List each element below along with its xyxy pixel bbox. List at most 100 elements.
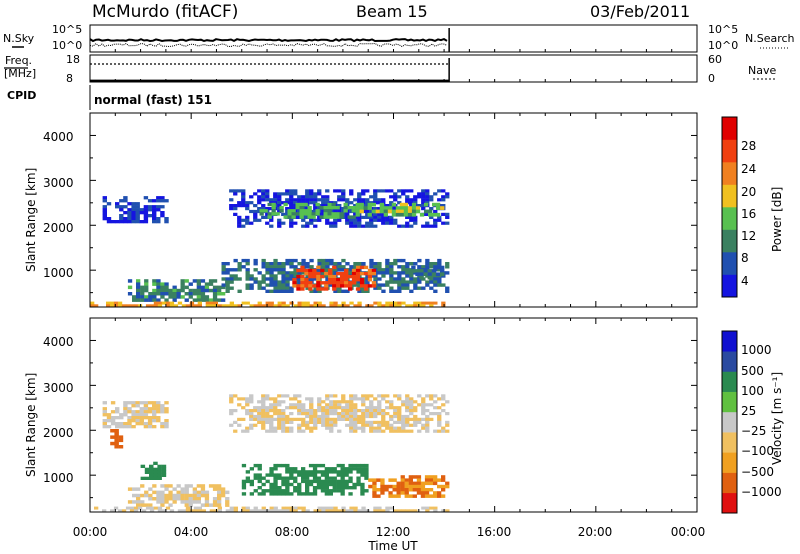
power-cell-7 — [431, 269, 437, 273]
power-cell-1 — [289, 221, 294, 225]
power-cell-5 — [341, 289, 346, 293]
power-cell-6 — [371, 268, 377, 273]
velocity-cell-1 — [369, 412, 374, 416]
velocity-cell-0 — [143, 425, 149, 429]
velocity-cell-1 — [313, 412, 318, 416]
power-cell-8 — [357, 301, 362, 305]
power-cell-1 — [421, 207, 426, 211]
power-cell-5 — [425, 258, 430, 263]
velocity-cell-1 — [241, 397, 246, 401]
velocity-cell-3 — [212, 503, 218, 507]
power-cell-4 — [152, 292, 157, 296]
power-cell-5 — [249, 277, 254, 281]
velocity-cell-6 — [445, 484, 450, 489]
velocity-cell-3 — [217, 503, 222, 507]
power-cell-8 — [297, 304, 302, 308]
power-cell-4 — [127, 279, 133, 283]
velocity-cell-0 — [152, 419, 157, 423]
power-cell-1 — [321, 209, 326, 214]
power-cell-1 — [405, 221, 410, 225]
velocity-cell-5 — [293, 470, 298, 474]
velocity-cell-3 — [136, 497, 141, 501]
velocity-cell-1 — [373, 412, 378, 416]
velocity-cell-1 — [385, 400, 390, 404]
velocity-cell-1 — [253, 406, 258, 410]
power-cell-8 — [397, 301, 402, 305]
power-cell-1 — [253, 209, 258, 214]
power-cell-1 — [441, 198, 446, 202]
power-cell-4 — [144, 285, 149, 290]
velocity-cell-3 — [140, 503, 145, 507]
velocity-cell-4 — [140, 476, 146, 480]
power-colorbar-swatch — [722, 162, 737, 185]
velocity-cell-7 — [261, 509, 266, 513]
velocity-cell-5 — [308, 479, 314, 484]
power-cell-2 — [323, 206, 328, 210]
velocity-cell-7 — [401, 509, 406, 513]
velocity-cell-6 — [412, 475, 417, 479]
power-cell-5 — [269, 280, 274, 284]
velocity-cell-5 — [336, 470, 341, 474]
velocity-cell-1 — [289, 406, 294, 410]
velocity-cell-1 — [441, 426, 446, 430]
power-cell-6 — [332, 274, 337, 279]
power-cell-1 — [417, 192, 422, 196]
velocity-cell-7 — [153, 506, 159, 510]
velocity-cell-7 — [249, 509, 254, 513]
power-cell-1 — [405, 189, 410, 193]
power-cell-7 — [440, 272, 445, 277]
power-cell-2 — [295, 202, 300, 207]
velocity-cell-7 — [293, 509, 298, 513]
velocity-cell-0 — [135, 413, 140, 417]
power-cell-1 — [369, 209, 374, 214]
power-cell-1 — [277, 218, 282, 222]
power-cell-5 — [281, 268, 286, 272]
power-cell-1 — [377, 189, 382, 193]
velocity-cell-5 — [352, 486, 357, 490]
velocity-cell-3 — [184, 490, 189, 495]
power-cell-0 — [127, 220, 132, 224]
power-cell-1 — [445, 215, 450, 219]
velocity-cell-5 — [265, 473, 270, 477]
velocity-cell-6 — [445, 481, 450, 486]
velocity-cell-3 — [200, 493, 206, 498]
velocity-cell-3 — [184, 484, 189, 488]
power-cell-0 — [106, 202, 112, 206]
power-cell-1 — [289, 218, 294, 222]
power-cell-6 — [300, 278, 305, 282]
power-cell-5 — [409, 274, 414, 278]
velocity-cell-1 — [365, 412, 370, 416]
power-cell-1 — [313, 218, 318, 222]
power-cell-5 — [285, 289, 290, 293]
velocity-cell-5 — [352, 482, 357, 487]
power-cell-6 — [292, 284, 297, 288]
power-cell-5 — [233, 277, 238, 281]
power-cell-5 — [397, 277, 402, 281]
power-cell-5 — [417, 286, 422, 290]
power-cell-3 — [403, 206, 409, 210]
velocity-cell-1 — [341, 414, 346, 419]
velocity-cell-5 — [308, 473, 314, 477]
velocity-cell-3 — [188, 493, 193, 498]
velocity-cell-1 — [249, 394, 254, 398]
power-cell-3 — [379, 202, 384, 207]
cpid-value: normal (fast) 151 — [94, 93, 212, 107]
velocity-cell-1 — [297, 400, 302, 404]
velocity-cell-1 — [389, 426, 394, 430]
power-cell-4 — [160, 285, 165, 290]
power-cell-5 — [309, 265, 314, 269]
velocity-cell-7 — [217, 509, 222, 513]
power-cell-8 — [185, 304, 191, 308]
velocity-cell-1 — [277, 414, 282, 419]
power-cell-5 — [321, 258, 326, 263]
velocity-cell-1 — [377, 403, 382, 407]
velocity-cell-1 — [349, 403, 354, 407]
velocity-cell-5 — [249, 492, 254, 496]
power-cell-0 — [131, 208, 136, 212]
velocity-cell-1 — [421, 423, 426, 427]
power-cell-5 — [429, 265, 434, 269]
power-cell-2 — [259, 209, 264, 213]
power-cell-1 — [241, 192, 246, 196]
velocity-cell-1 — [393, 394, 398, 398]
velocity-cell-0 — [127, 419, 132, 423]
